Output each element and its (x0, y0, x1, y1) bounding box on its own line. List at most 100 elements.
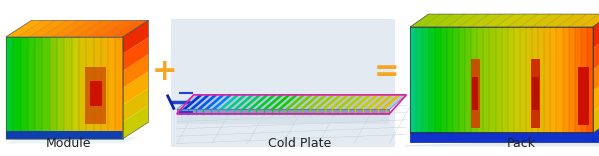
Bar (575, 27, 581, 133)
Polygon shape (593, 56, 599, 90)
Bar (43, 37, 50, 139)
Polygon shape (508, 14, 539, 27)
Bar (50, 37, 57, 139)
Bar (579, 67, 589, 125)
Polygon shape (211, 95, 232, 110)
Bar (471, 59, 480, 128)
Bar (495, 27, 502, 133)
Bar (35, 37, 43, 139)
Polygon shape (495, 14, 526, 27)
Bar (539, 27, 544, 133)
Polygon shape (593, 35, 599, 69)
Bar (520, 27, 526, 133)
Bar (28, 37, 35, 139)
Polygon shape (556, 14, 587, 27)
Polygon shape (358, 95, 379, 110)
Polygon shape (255, 95, 276, 110)
Bar (72, 37, 79, 139)
Polygon shape (123, 88, 149, 122)
Bar (93, 37, 101, 139)
Polygon shape (321, 95, 343, 110)
Bar (57, 37, 65, 139)
Bar (6, 37, 13, 139)
Polygon shape (447, 14, 477, 27)
Polygon shape (300, 95, 320, 110)
Polygon shape (520, 14, 550, 27)
Polygon shape (219, 95, 240, 110)
Bar (562, 27, 568, 133)
Bar (6, 131, 123, 139)
Polygon shape (123, 105, 149, 139)
Bar (472, 78, 479, 110)
Polygon shape (6, 20, 43, 37)
Polygon shape (422, 14, 453, 27)
Bar (532, 27, 539, 133)
Bar (65, 37, 72, 139)
Bar (410, 27, 593, 133)
Bar (483, 27, 489, 133)
Polygon shape (410, 14, 441, 27)
Polygon shape (226, 95, 247, 110)
Polygon shape (18, 20, 55, 37)
Polygon shape (182, 95, 203, 110)
Text: Module: Module (46, 137, 92, 150)
Bar (544, 27, 550, 133)
Polygon shape (314, 95, 335, 110)
Polygon shape (123, 54, 149, 88)
Text: Pack: Pack (507, 137, 536, 150)
Polygon shape (329, 95, 350, 110)
Bar (116, 37, 123, 139)
Bar (453, 27, 459, 133)
Bar (171, 19, 395, 147)
Polygon shape (123, 71, 149, 105)
Bar (79, 37, 86, 139)
Bar (447, 27, 453, 133)
Text: +: + (152, 57, 177, 86)
Bar (459, 27, 465, 133)
Polygon shape (373, 95, 394, 110)
Bar (6, 37, 123, 139)
Polygon shape (544, 14, 575, 27)
Polygon shape (123, 20, 149, 54)
Polygon shape (292, 95, 313, 110)
Bar (581, 27, 587, 133)
Polygon shape (234, 95, 255, 110)
Polygon shape (6, 137, 138, 144)
Bar (526, 27, 532, 133)
Bar (410, 132, 599, 142)
Bar (90, 81, 102, 106)
Bar (556, 27, 562, 133)
Bar (514, 27, 520, 133)
Polygon shape (336, 95, 357, 110)
Bar (435, 27, 441, 133)
Polygon shape (99, 20, 137, 37)
Text: Cold Plate: Cold Plate (268, 137, 331, 150)
Polygon shape (365, 95, 386, 110)
Bar (410, 27, 416, 133)
Polygon shape (343, 95, 364, 110)
Polygon shape (248, 95, 269, 110)
Polygon shape (483, 14, 514, 27)
Bar (465, 27, 471, 133)
Polygon shape (196, 95, 217, 110)
Polygon shape (435, 14, 465, 27)
Bar (568, 27, 575, 133)
Bar (86, 37, 93, 139)
Polygon shape (568, 14, 599, 27)
Bar (550, 27, 556, 133)
Polygon shape (177, 110, 389, 114)
Bar (13, 37, 20, 139)
Bar (531, 59, 540, 128)
Polygon shape (593, 14, 599, 48)
Polygon shape (307, 95, 328, 110)
Polygon shape (177, 95, 406, 110)
Polygon shape (177, 114, 389, 124)
Polygon shape (65, 20, 102, 37)
Polygon shape (204, 95, 225, 110)
Polygon shape (189, 95, 210, 110)
Bar (429, 27, 435, 133)
Bar (477, 27, 483, 133)
Text: =: = (374, 57, 399, 86)
Polygon shape (285, 95, 305, 110)
Bar (416, 27, 422, 133)
